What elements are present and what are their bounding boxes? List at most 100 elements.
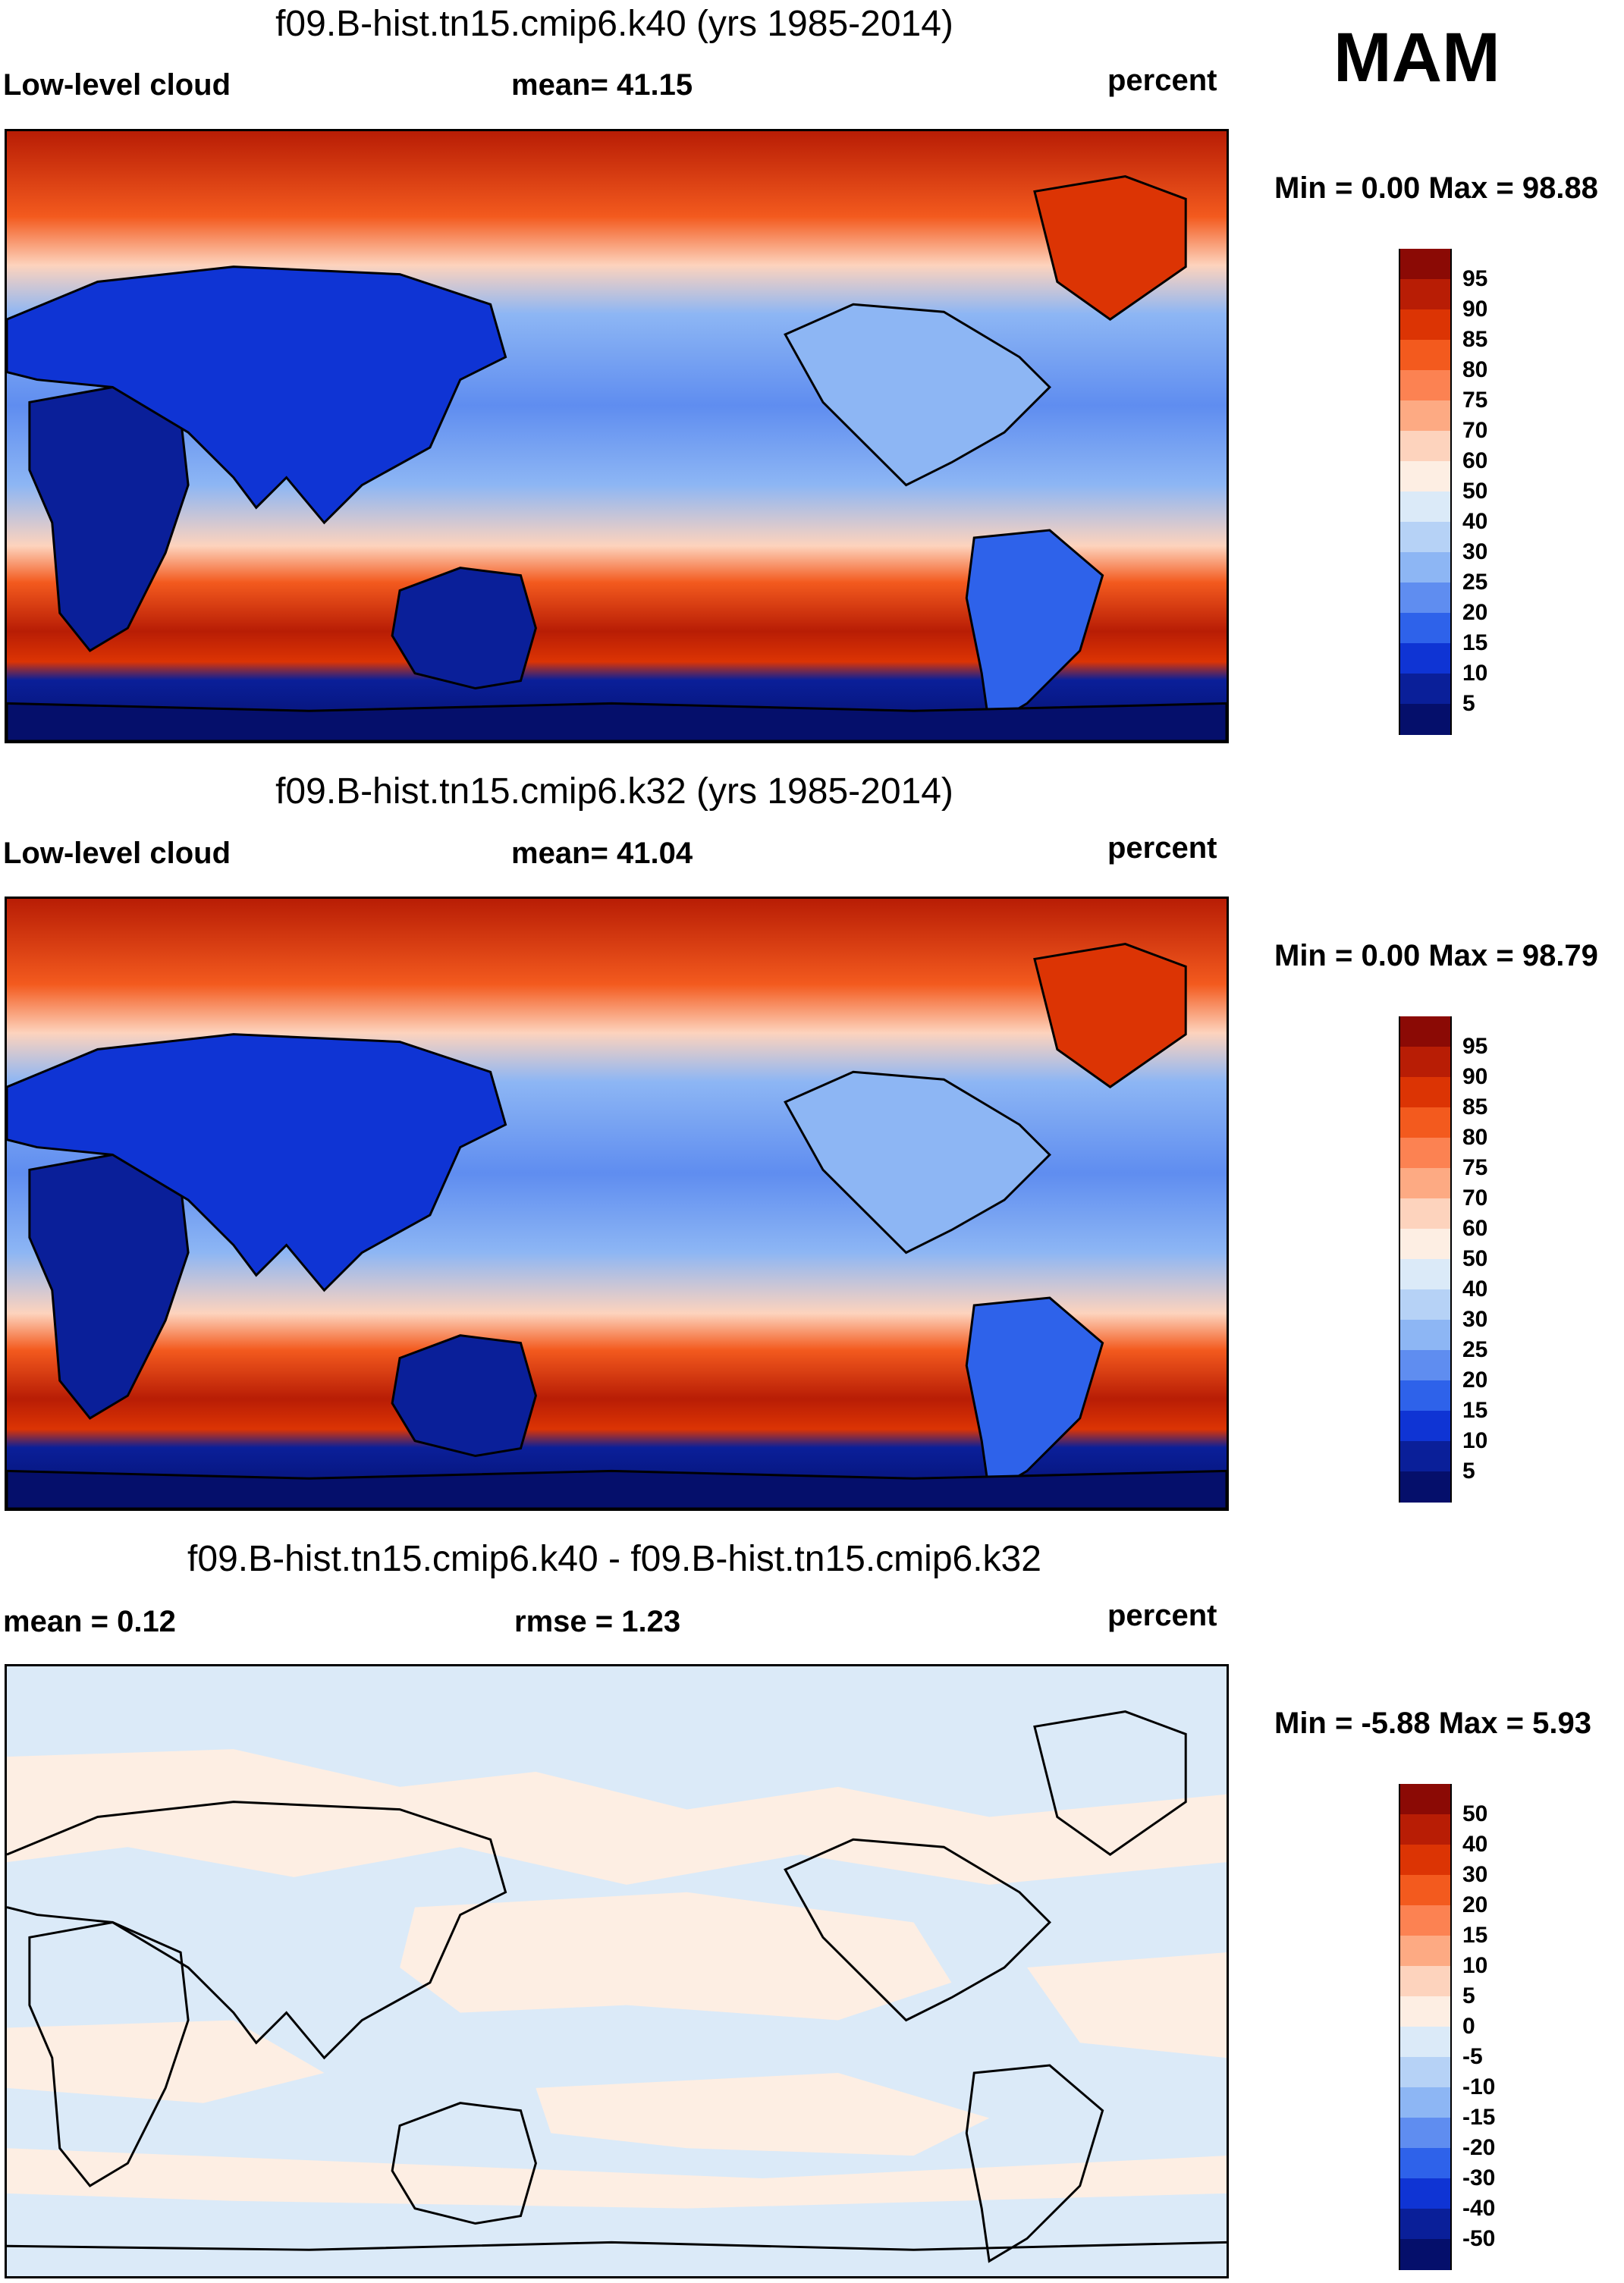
panel-3-title: f09.B-hist.tn15.cmip6.k40 - f09.B-hist.t… <box>187 1539 1041 1579</box>
panel-2-map <box>5 897 1229 1511</box>
panel-2-colorbar-label: 40 <box>1462 1277 1488 1302</box>
panel-1-colorbar-swatch <box>1399 279 1452 310</box>
panel-1-mean-label: mean= 41.15 <box>511 68 693 102</box>
panel-2-colorbar-label: 5 <box>1462 1459 1475 1484</box>
panel-3-map <box>5 1664 1229 2278</box>
panel-2-colorbar-label: 10 <box>1462 1428 1488 1453</box>
panel-2-colorbar: 95 90 85 80 75 70 60 50 40 30 25 20 15 10 5 <box>1399 1016 1550 1503</box>
panel-3-colorbar-label: -50 <box>1462 2226 1496 2251</box>
panel-1-variable-label: Low-level cloud <box>3 68 231 102</box>
panel-2-mean-label: mean= 41.04 <box>511 837 693 870</box>
panel-2-colorbar-swatch <box>1399 1471 1452 1503</box>
panel-3-map-canvas <box>7 1666 1227 2276</box>
panel-2-variable-label: Low-level cloud <box>3 837 231 870</box>
panel-3-colorbar-label: 50 <box>1462 1801 1488 1826</box>
panel-3-units-label: percent <box>1107 1599 1217 1632</box>
panel-1-colorbar-label: 10 <box>1462 661 1488 686</box>
panel-1-colorbar-label: 70 <box>1462 418 1488 443</box>
panel-3-colorbar-swatch <box>1399 2178 1452 2209</box>
panel-3-colorbar-swatch <box>1399 1936 1452 1967</box>
panel-2-map-canvas <box>7 899 1227 1509</box>
panel-2-colorbar-swatch <box>1399 1259 1452 1290</box>
panel-1-colorbar-swatch <box>1399 491 1452 523</box>
panel-3-colorbar-swatch <box>1399 1996 1452 2027</box>
panel-3-colorbar-label: 0 <box>1462 2014 1475 2039</box>
panel-2-colorbar-label: 85 <box>1462 1094 1488 1120</box>
panel-3-colorbar-swatch <box>1399 1784 1452 1815</box>
panel-2-colorbar-label: 25 <box>1462 1337 1488 1362</box>
panel-1-title: f09.B-hist.tn15.cmip6.k40 (yrs 1985-2014… <box>275 4 953 44</box>
panel-3-colorbar-swatch <box>1399 2118 1452 2149</box>
panel-3-colorbar-label: -40 <box>1462 2196 1496 2221</box>
panel-1-colorbar-swatch <box>1399 704 1452 735</box>
panel-2-colorbar-swatch <box>1399 1380 1452 1412</box>
panel-3-colorbar-swatch <box>1399 2057 1452 2088</box>
panel-3-positive-patches <box>7 1749 1227 2209</box>
panel-1-colorbar-label: 50 <box>1462 479 1488 504</box>
panel-2-units-label: percent <box>1107 831 1217 865</box>
panel-1-minmax: Min = 0.00 Max = 98.88 <box>1274 171 1598 205</box>
panel-1-colorbar-label: 90 <box>1462 297 1488 322</box>
panel-3-colorbar-swatch <box>1399 1875 1452 1906</box>
panel-3-coastlines <box>7 1710 1227 2263</box>
panel-1-colorbar-label: 60 <box>1462 448 1488 473</box>
panel-3-minmax: Min = -5.88 Max = 5.93 <box>1274 1707 1591 1740</box>
season-label: MAM <box>1333 19 1500 96</box>
panel-1-colorbar-label: 5 <box>1462 691 1475 716</box>
panel-1-colorbar: 95 90 85 80 75 70 60 50 40 30 25 20 15 10 5 <box>1399 249 1550 735</box>
panel-2-colorbar-swatch <box>1399 1441 1452 1472</box>
panel-1-map-canvas <box>7 131 1227 741</box>
panel-2-colorbar-label: 50 <box>1462 1246 1488 1271</box>
panel-3-colorbar-label: 10 <box>1462 1953 1488 1978</box>
panel-1-units-label: percent <box>1107 64 1217 97</box>
panel-1-colorbar-swatch <box>1399 583 1452 614</box>
panel-1-colorbar-label: 15 <box>1462 630 1488 655</box>
panel-2-colorbar-swatch <box>1399 1289 1452 1320</box>
panel-2-title: f09.B-hist.tn15.cmip6.k32 (yrs 1985-2014… <box>275 771 953 812</box>
panel-3-colorbar-label: 30 <box>1462 1862 1488 1887</box>
panel-3-colorbar-swatch <box>1399 1966 1452 1997</box>
panel-3-colorbar-swatch <box>1399 2209 1452 2240</box>
panel-2-colorbar-swatch <box>1399 1077 1452 1108</box>
panel-1-colorbar-swatch <box>1399 613 1452 644</box>
panel-3-colorbar: 50 40 30 20 15 10 5 0 -5 -10 -15 -20 -30 -40 -50 <box>1399 1784 1550 2270</box>
panel-2-land <box>7 943 1227 1509</box>
panel-2-colorbar-label: 75 <box>1462 1155 1488 1180</box>
panel-1-colorbar-label: 30 <box>1462 539 1488 564</box>
panel-1-colorbar-label: 85 <box>1462 327 1488 352</box>
panel-1-map <box>5 129 1229 743</box>
panel-1-colorbar-label: 75 <box>1462 388 1488 413</box>
panel-2-colorbar-swatch <box>1399 1138 1452 1169</box>
panel-1-colorbar-swatch <box>1399 674 1452 705</box>
panel-2-colorbar-swatch <box>1399 1229 1452 1260</box>
panel-3-colorbar-swatch <box>1399 2148 1452 2179</box>
panel-3-colorbar-label: -5 <box>1462 2044 1483 2069</box>
panel-2-colorbar-label: 60 <box>1462 1216 1488 1241</box>
panel-2-colorbar-swatch <box>1399 1107 1452 1138</box>
panel-2-colorbar-label: 90 <box>1462 1064 1488 1089</box>
panel-1-colorbar-swatch <box>1399 400 1452 432</box>
panel-1-colorbar-swatch <box>1399 461 1452 492</box>
panel-2-colorbar-label: 30 <box>1462 1307 1488 1332</box>
panel-2-minmax: Min = 0.00 Max = 98.79 <box>1274 939 1598 972</box>
panel-2-colorbar-label: 95 <box>1462 1034 1488 1059</box>
panel-2-colorbar-swatch <box>1399 1411 1452 1442</box>
panel-1-colorbar-swatch <box>1399 552 1452 583</box>
panel-3-colorbar-label: -30 <box>1462 2165 1496 2190</box>
panel-1-colorbar-swatch <box>1399 309 1452 341</box>
panel-2-colorbar-swatch <box>1399 1198 1452 1229</box>
panel-2-colorbar-swatch <box>1399 1350 1452 1381</box>
panel-1-colorbar-label: 95 <box>1462 266 1488 291</box>
panel-2-colorbar-swatch <box>1399 1016 1452 1047</box>
panel-3-mean-label: mean = 0.12 <box>3 1605 176 1638</box>
panel-1-colorbar-label: 20 <box>1462 600 1488 625</box>
panel-1-colorbar-swatch <box>1399 643 1452 674</box>
panel-1-colorbar-swatch <box>1399 370 1452 401</box>
panel-1-colorbar-label: 25 <box>1462 570 1488 595</box>
panel-1-colorbar-label: 80 <box>1462 357 1488 382</box>
panel-1-colorbar-swatch <box>1399 522 1452 553</box>
panel-1-colorbar-swatch <box>1399 249 1452 280</box>
panel-3-colorbar-swatch <box>1399 1845 1452 1876</box>
panel-3-colorbar-swatch <box>1399 2027 1452 2058</box>
panel-3-colorbar-label: -10 <box>1462 2074 1496 2099</box>
